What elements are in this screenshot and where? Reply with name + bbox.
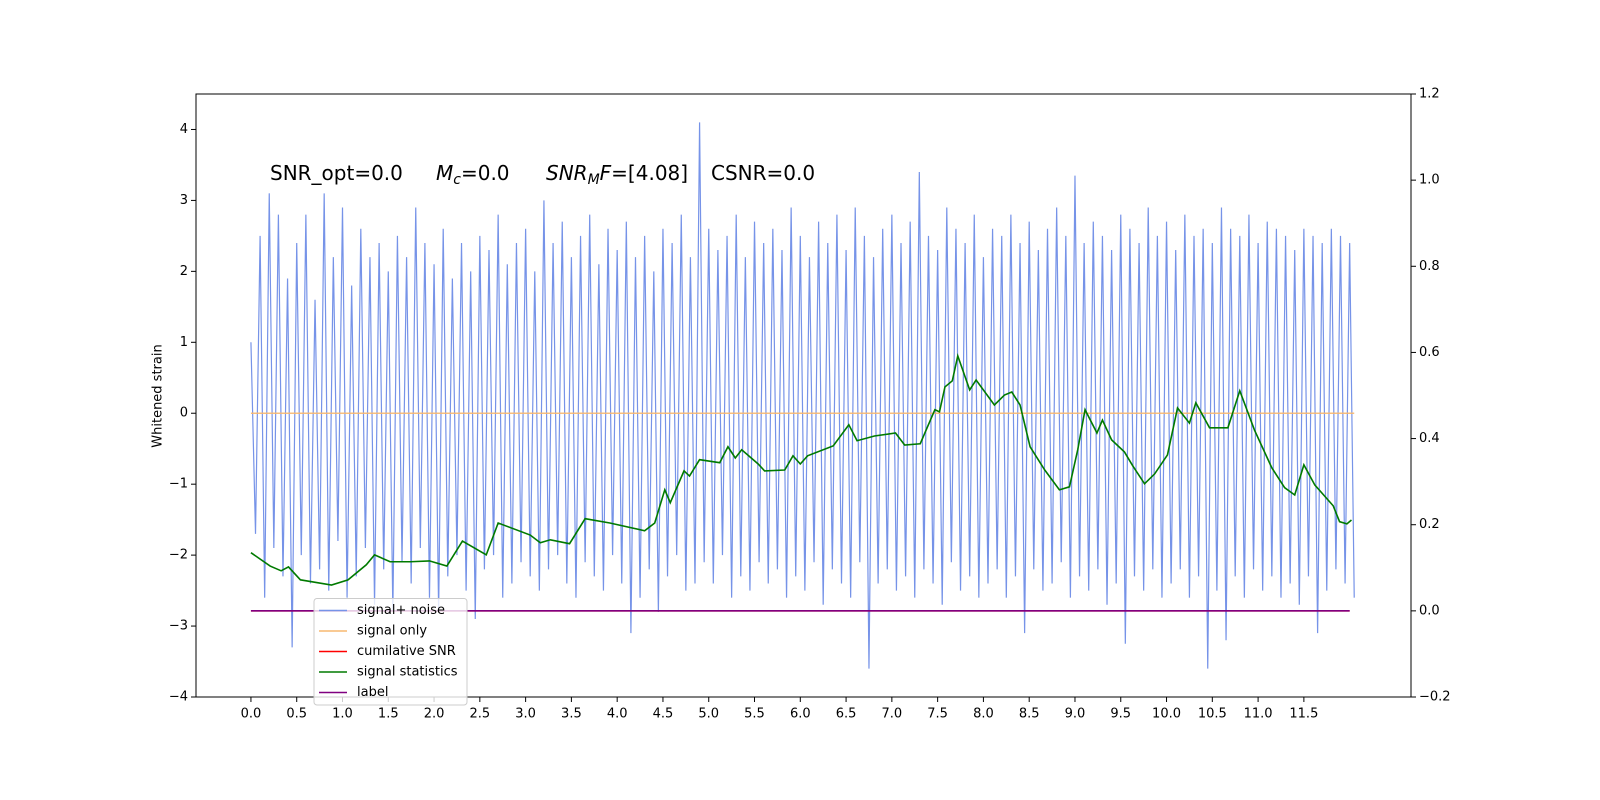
y2-tick-label: 1.0 (1419, 173, 1440, 188)
x-tick-label: 8.0 (973, 707, 994, 722)
x-tick-label: 10.5 (1198, 707, 1227, 722)
annotation-text: =[4.08] (611, 161, 688, 185)
y-tick-label: −3 (169, 619, 188, 634)
y2-tick-label: 0.8 (1419, 259, 1440, 274)
x-tick-label: 11.0 (1244, 707, 1273, 722)
annotation: SNRMF=[4.08] (546, 161, 688, 188)
annotation: SNR_opt=0.0 (270, 161, 403, 185)
annotation: Mc=0.0 (436, 161, 510, 188)
annotation-text: =0.0 (461, 161, 510, 185)
x-tick-label: 9.5 (1110, 707, 1131, 722)
x-tick-label: 4.0 (607, 707, 628, 722)
legend-label: signal only (357, 624, 427, 639)
y2-tick-label: −0.2 (1419, 690, 1451, 705)
legend-label: label (357, 685, 388, 700)
annotation-symbol: F (600, 161, 612, 185)
y2-tick-label: 0.4 (1419, 431, 1440, 446)
y2-tick-label: 0.6 (1419, 345, 1440, 360)
legend-frame (313, 598, 468, 706)
annotation: CSNR=0.0 (711, 161, 815, 185)
series-line (250, 122, 1355, 669)
x-tick-label: 3.0 (515, 707, 536, 722)
x-tick-label: 1.5 (378, 707, 399, 722)
y-tick-label: 2 (180, 264, 188, 279)
x-tick-label: 3.5 (561, 707, 582, 722)
x-tick-label: 0.0 (241, 707, 262, 722)
y2-tick-label: 1.2 (1419, 87, 1440, 102)
annotation-subscript: M (588, 172, 600, 188)
legend-label: signal+ noise (357, 603, 445, 618)
annotation-symbol: SNR (546, 161, 588, 185)
x-tick-label: 6.0 (790, 707, 811, 722)
x-tick-label: 7.0 (882, 707, 903, 722)
x-tick-label: 4.5 (653, 707, 674, 722)
y-tick-label: 4 (180, 122, 188, 137)
y2-tick-label: 0.2 (1419, 517, 1440, 532)
y-tick-label: −2 (169, 548, 188, 563)
x-tick-label: 10.0 (1152, 707, 1181, 722)
x-tick-label: 9.0 (1065, 707, 1086, 722)
x-tick-label: 2.0 (424, 707, 445, 722)
annotation-subscript: c (453, 172, 461, 188)
legend-label: signal statistics (357, 665, 458, 680)
x-tick-label: 7.5 (927, 707, 948, 722)
y-tick-label: 1 (180, 335, 188, 350)
y2-tick-label: 0.0 (1419, 603, 1440, 618)
y-tick-label: 0 (180, 406, 188, 421)
x-tick-label: 1.0 (332, 707, 353, 722)
x-tick-label: 5.5 (744, 707, 765, 722)
annotation-symbol: M (436, 161, 453, 185)
y-tick-label: −4 (169, 690, 188, 705)
x-tick-label: 2.5 (469, 707, 490, 722)
x-tick-label: 6.5 (836, 707, 857, 722)
y-axis-label: Whitened strain (151, 344, 166, 447)
legend-label: cumilative SNR (357, 644, 456, 659)
x-tick-label: 8.5 (1019, 707, 1040, 722)
series-line (250, 352, 1353, 586)
y-tick-label: 3 (180, 193, 188, 208)
plot-frame (195, 93, 1412, 698)
x-tick-label: 0.5 (286, 707, 307, 722)
y-tick-label: −1 (169, 477, 188, 492)
x-tick-label: 5.0 (698, 707, 719, 722)
x-tick-label: 11.5 (1289, 707, 1318, 722)
